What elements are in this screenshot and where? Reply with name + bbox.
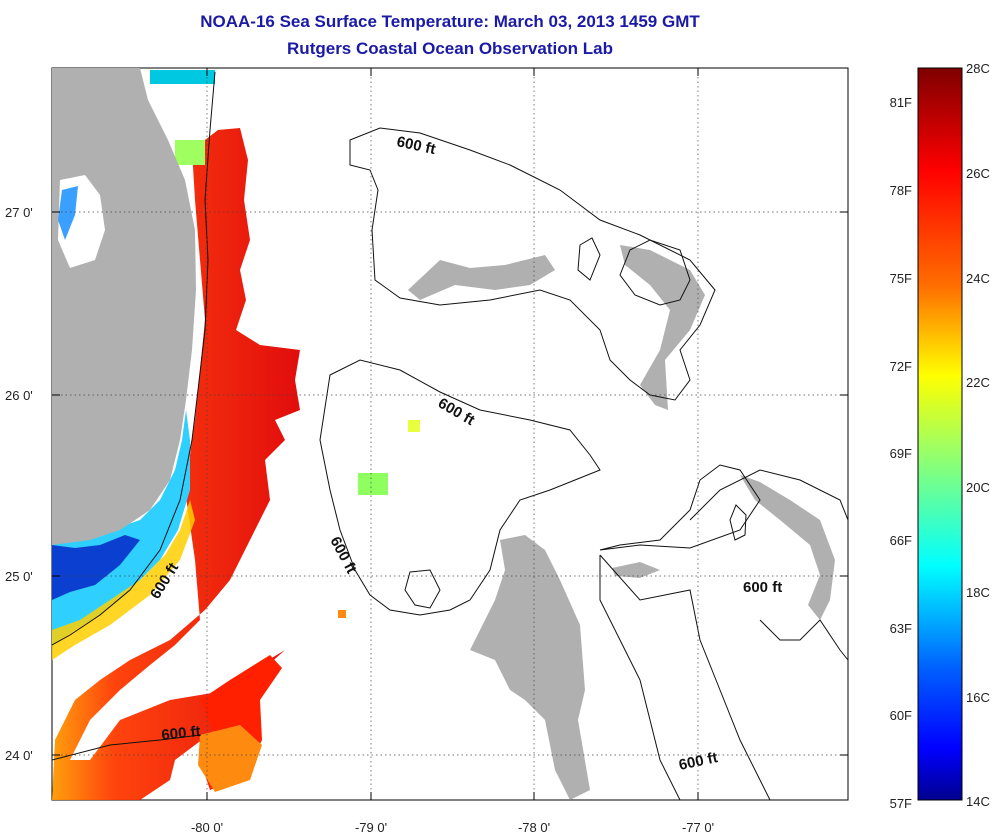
warm-patch-orange [198, 725, 262, 792]
abaco-land [620, 245, 705, 410]
cb-f-label: 75F [890, 271, 912, 286]
lon-label-80: -80 0' [191, 820, 223, 835]
colorbar-celsius-labels: 28C 26C 24C 22C 20C 18C 16C 14C [966, 61, 990, 809]
grand-bahama-land [408, 255, 555, 300]
cb-f-label: 78F [890, 183, 912, 198]
cb-f-label: 81F [890, 95, 912, 110]
offshore-green-patch [358, 473, 388, 495]
contour-600ft [52, 71, 848, 800]
north-patch [150, 70, 215, 84]
offshore-orange-speck [338, 610, 346, 618]
contour-label: 600 ft [161, 723, 202, 744]
cold-coastal-pocket [52, 535, 140, 600]
cb-f-label: 69F [890, 446, 912, 461]
cb-c-label: 20C [966, 480, 990, 495]
lon-label-78: -78 0' [518, 820, 550, 835]
map-subtitle: Rutgers Coastal Ocean Observation Lab [287, 39, 613, 58]
cb-f-label: 60F [890, 708, 912, 723]
cb-c-label: 14C [966, 794, 990, 809]
lat-label-27: 27 0' [5, 205, 33, 220]
lon-label-77: -77 0' [682, 820, 714, 835]
graticule [52, 68, 848, 800]
lake-water [58, 186, 78, 240]
gulf-stream-band [52, 128, 300, 800]
cb-c-label: 16C [966, 690, 990, 705]
offshore-yellow-patch [408, 420, 420, 432]
cb-f-label: 72F [890, 359, 912, 374]
cb-c-label: 26C [966, 166, 990, 181]
cb-c-label: 24C [966, 271, 990, 286]
cb-c-label: 22C [966, 375, 990, 390]
lat-label-24: 24 0' [5, 748, 33, 763]
colorbar-fahrenheit-labels: 81F 78F 75F 72F 69F 66F 63F 60F 57F [890, 95, 912, 811]
yellow-transition [52, 500, 195, 660]
lat-label-25: 25 0' [5, 569, 33, 584]
north-green-patch [175, 140, 205, 165]
cb-f-label: 66F [890, 533, 912, 548]
map-title: NOAA-16 Sea Surface Temperature: March 0… [200, 12, 700, 31]
eleuthera-land [740, 475, 835, 620]
cb-f-label: 57F [890, 796, 912, 811]
lat-label-26: 26 0' [5, 388, 33, 403]
cb-c-label: 18C [966, 585, 990, 600]
andros-land [470, 535, 590, 800]
contour-label: 600 ft [743, 579, 782, 596]
cb-c-label: 28C [966, 61, 990, 76]
new-providence-land [612, 562, 660, 578]
axis-ticks [52, 68, 848, 800]
colorbar [917, 67, 963, 801]
lon-label-79: -79 0' [355, 820, 387, 835]
cb-f-label: 63F [890, 621, 912, 636]
